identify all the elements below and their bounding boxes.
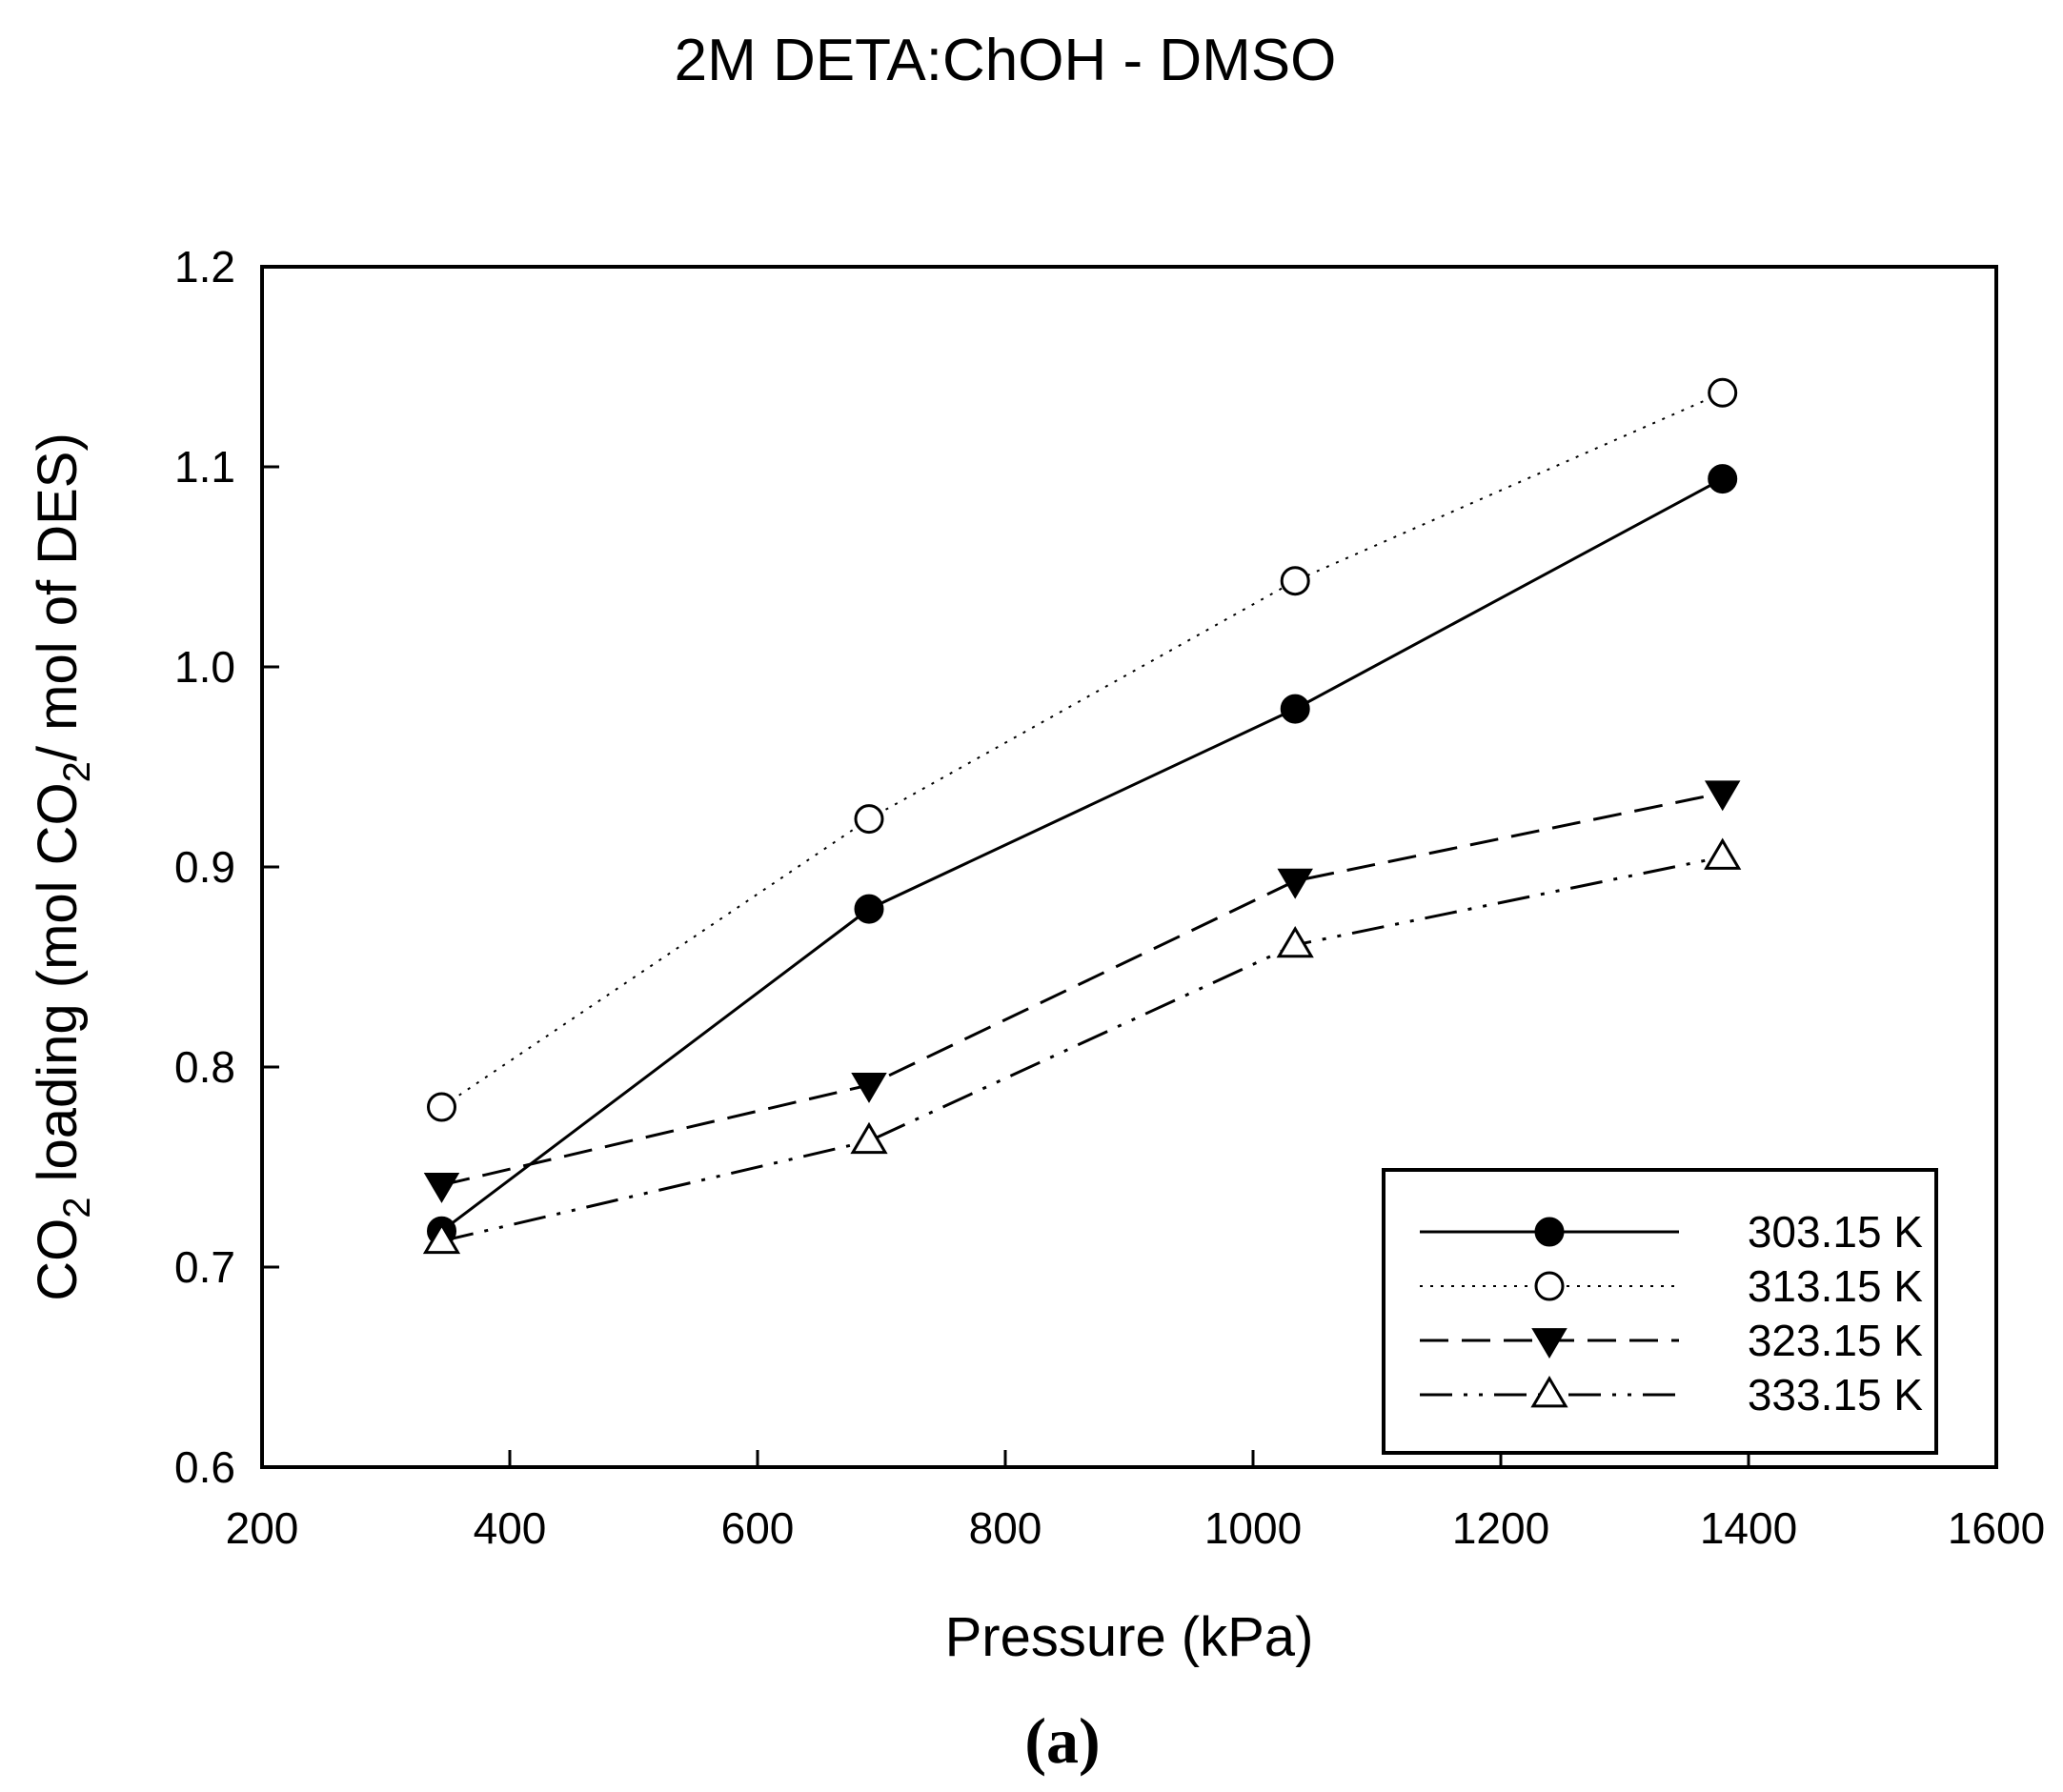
y-axis-label: CO2 loading (mol CO2/ mol of DES) — [27, 433, 98, 1301]
data-point — [423, 1173, 460, 1203]
data-point — [851, 1073, 887, 1103]
y-tick-label: 0.9 — [174, 842, 235, 892]
legend-marker — [1530, 1376, 1568, 1408]
data-point — [854, 894, 884, 924]
y-tick-label: 0.7 — [174, 1242, 235, 1292]
y-label-sub-2: 2 — [56, 761, 98, 782]
series-line — [440, 477, 1724, 1233]
legend-item: 303.15 K — [1420, 1207, 1923, 1257]
legend-label: 323.15 K — [1748, 1316, 1923, 1365]
data-point — [1708, 464, 1738, 494]
legend-label: 303.15 K — [1748, 1207, 1923, 1257]
data-point — [422, 1221, 461, 1255]
data-point — [1276, 925, 1314, 958]
x-axis-label: Pressure (kPa) — [945, 1606, 1314, 1668]
chart-title: 2M DETA:ChOH - DMSO — [675, 28, 1337, 93]
x-tick-label: 800 — [969, 1503, 1042, 1553]
data-point — [1704, 837, 1742, 870]
legend-item: 333.15 K — [1420, 1370, 1923, 1420]
legend-item: 313.15 K — [1420, 1261, 1923, 1311]
legend-marker — [1534, 1271, 1565, 1301]
x-tick-label: 1400 — [1700, 1503, 1797, 1553]
data-point — [1708, 377, 1738, 408]
x-tick-label: 1200 — [1452, 1503, 1549, 1553]
x-axis-ticks: 200 400 600 800 1000 1200 1400 1600 — [226, 1450, 2045, 1553]
data-point — [1280, 566, 1310, 596]
series-2 — [423, 780, 1741, 1203]
data-point — [850, 1121, 888, 1155]
y-tick-label: 1.0 — [174, 642, 235, 692]
y-label-mid: loading (mol CO — [27, 782, 89, 1197]
data-point — [427, 1092, 456, 1122]
legend-label: 333.15 K — [1748, 1370, 1923, 1420]
series-line — [441, 856, 1724, 1243]
series-layer — [422, 377, 1742, 1255]
data-point — [1704, 780, 1741, 812]
x-tick-label: 1000 — [1204, 1503, 1302, 1553]
x-tick-label: 1600 — [1948, 1503, 2045, 1553]
y-label-co: CO — [27, 1218, 89, 1301]
series-line — [441, 791, 1724, 1187]
y-tick-label: 1.2 — [174, 242, 235, 292]
x-tick-label: 200 — [226, 1503, 299, 1553]
legend-item: 323.15 K — [1420, 1316, 1923, 1365]
x-tick-label: 400 — [474, 1503, 547, 1553]
data-point — [1277, 868, 1313, 899]
y-tick-label: 1.1 — [174, 442, 235, 492]
figure-caption: (a) — [1024, 1704, 1100, 1777]
y-label-sub-1: 2 — [56, 1198, 98, 1218]
series-0 — [427, 464, 1738, 1246]
legend-box — [1382, 1168, 1938, 1455]
y-axis-ticks: 0.6 0.7 0.8 0.9 1.0 1.1 1.2 — [174, 242, 279, 1492]
legend-marker — [1531, 1328, 1567, 1359]
y-label-end: / mol of DES) — [27, 433, 89, 761]
y-tick-label: 0.6 — [174, 1442, 235, 1492]
series-3 — [422, 837, 1742, 1255]
y-tick-label: 0.8 — [174, 1042, 235, 1092]
x-tick-label: 600 — [721, 1503, 795, 1553]
series-1 — [427, 377, 1738, 1122]
data-point — [1280, 694, 1310, 724]
series-line — [440, 392, 1724, 1108]
data-point — [854, 804, 884, 835]
legend-label: 313.15 K — [1748, 1261, 1923, 1311]
legend-marker — [1534, 1217, 1565, 1247]
